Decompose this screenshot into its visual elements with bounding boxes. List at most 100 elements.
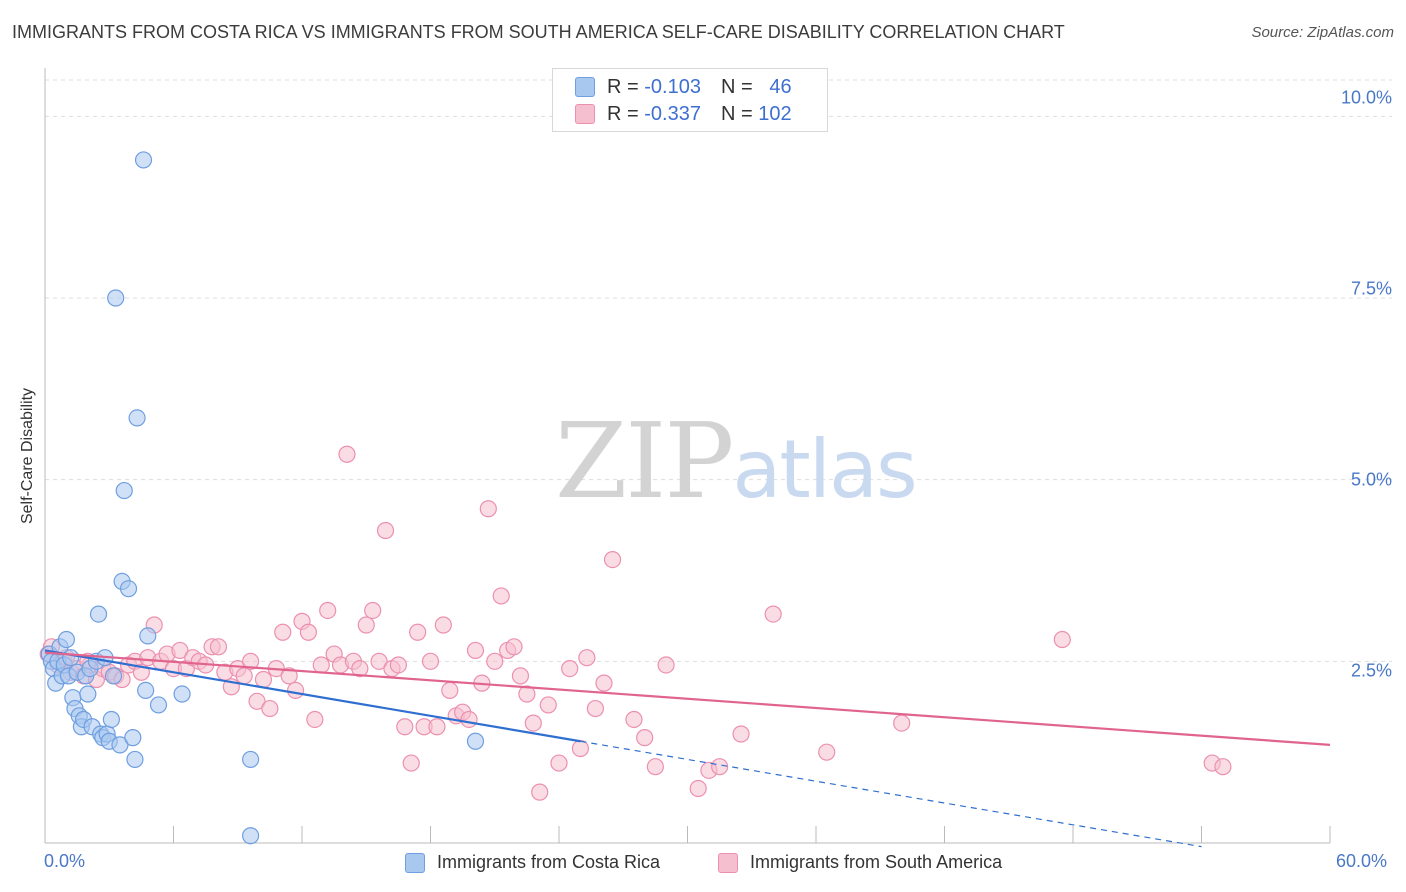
south-america-point (505, 638, 523, 656)
costa-rica-point (62, 649, 80, 667)
grid-lines (45, 79, 1392, 662)
south-america-point (171, 641, 189, 660)
south-america-point (561, 659, 579, 678)
south-america-point (571, 739, 590, 758)
axes (44, 68, 1331, 844)
south-america-point (578, 649, 596, 667)
y-tick-label-5: 5.0% (1350, 469, 1392, 490)
legend-r-value: -0.103 (644, 75, 701, 98)
south-america-point (595, 674, 613, 692)
series-legend-south-america: Immigrants from South America (718, 852, 1002, 873)
south-america-point (1053, 630, 1071, 649)
south-america-point (636, 729, 654, 747)
south-america-point (539, 696, 557, 714)
y-tick-label-2-5: 2.5% (1350, 660, 1392, 681)
south-america-point (409, 623, 427, 641)
watermark-zip: ZIP (555, 400, 734, 522)
south-america-point (306, 710, 324, 729)
south-america-point (818, 743, 836, 761)
south-america-point (364, 601, 382, 620)
costa-rica-trend-line (44, 649, 581, 743)
costa-rica-point (134, 151, 153, 169)
series-legend-costa-rica: Immigrants from Costa Rica (405, 852, 660, 873)
correlation-legend: R = -0.103 N = 46 R = -0.337 N = 102 (552, 68, 828, 132)
costa-rica-trend-extension (580, 740, 1202, 848)
south-america-point (254, 670, 273, 689)
south-america-point (441, 681, 459, 700)
south-america-point (242, 652, 260, 670)
legend-row-costa-rica: R = -0.103 N = 46 (575, 74, 792, 100)
south-america-point (370, 652, 388, 670)
south-america-point (689, 779, 707, 798)
series-swatch-costa-rica (405, 852, 425, 873)
chart-title: IMMIGRANTS FROM COSTA RICA VS IMMIGRANTS… (12, 22, 1065, 42)
costa-rica-point (119, 580, 138, 598)
trend-lines (44, 649, 1331, 848)
series-name-south-america: Immigrants from South America (750, 852, 1003, 872)
south-america-point (486, 652, 504, 670)
y-tick-label-7-5: 7.5% (1350, 278, 1392, 299)
south-america-point (319, 601, 337, 620)
legend-row-south-america: R = -0.337 N = 102 (575, 101, 792, 127)
south-america-point (511, 667, 530, 685)
watermark-atlas: atlas (732, 423, 917, 516)
south-america-point (261, 699, 279, 718)
south-america-point (351, 659, 369, 678)
south-america-point (248, 692, 266, 710)
costa-rica-point (139, 627, 157, 645)
costa-rica-point (111, 736, 129, 754)
south-america-point (531, 783, 549, 801)
south-america-point (280, 667, 298, 685)
costa-rica-point (128, 409, 146, 427)
legend-swatch-costa-rica (575, 77, 595, 97)
south-america-point (376, 521, 395, 540)
south-america-point (646, 758, 664, 776)
south-america-point (518, 685, 536, 703)
costa-rica-point (466, 732, 485, 750)
series-name-costa-rica: Immigrants from Costa Rica (437, 852, 661, 872)
costa-rica-point (126, 750, 144, 769)
legend-r-label: R = (607, 75, 639, 98)
watermark: ZIPatlas (555, 400, 918, 522)
south-america-point (479, 500, 497, 518)
legend-swatch-south-america (575, 104, 595, 124)
south-america-point (657, 656, 675, 674)
costa-rica-point (149, 696, 168, 714)
south-america-point (460, 710, 478, 729)
costa-rica-point (57, 630, 76, 649)
costa-rica-point (137, 681, 155, 700)
costa-rica-point (242, 750, 260, 769)
legend-r-value: -0.337 (644, 102, 701, 125)
series-swatch-south-america (718, 852, 738, 873)
south-america-point (524, 714, 542, 732)
south-america-point (402, 754, 420, 772)
y-tick-label-10: 10.0% (1340, 87, 1392, 108)
south-america-point (603, 550, 622, 569)
south-america-point (764, 605, 782, 623)
south-america-point (357, 616, 375, 634)
x-tick-label-min: 0.0% (44, 851, 86, 871)
legend-r-label: R = (607, 102, 639, 125)
south-america-point (711, 758, 729, 776)
costa-rica-point (242, 827, 260, 845)
south-america-point (434, 616, 452, 634)
y-axis-label: Self-Care Disability (19, 387, 36, 525)
south-america-point (732, 725, 750, 743)
south-america-point (299, 623, 318, 641)
south-america-point (625, 710, 643, 729)
south-america-point (421, 652, 440, 670)
costa-rica-point (115, 481, 133, 500)
south-america-point (235, 667, 253, 685)
legend-n-label: N = (720, 102, 753, 125)
south-america-point (586, 699, 605, 718)
x-tick-label-max: 60.0% (1336, 851, 1388, 871)
south-america-point (1214, 758, 1232, 776)
south-america-trend-line (44, 651, 1331, 746)
south-america-point (396, 718, 414, 736)
south-america-point (893, 714, 911, 732)
costa-rica-point (104, 667, 123, 685)
south-america-point (209, 638, 228, 656)
costa-rica-point (79, 685, 97, 703)
south-america-point (389, 656, 407, 674)
